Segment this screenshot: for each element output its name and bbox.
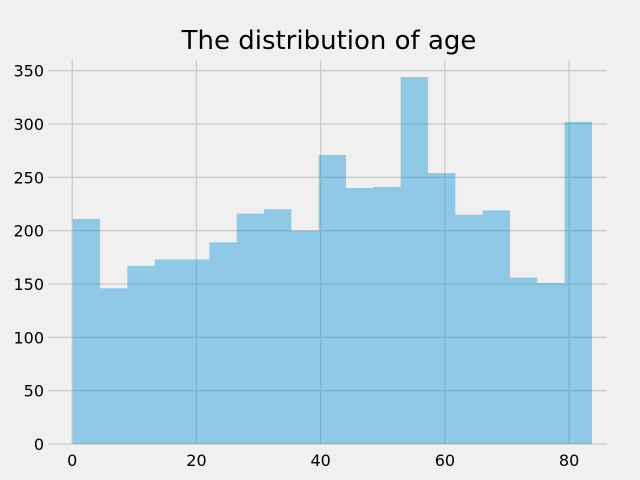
histogram-bar (373, 186, 401, 444)
x-tick-label: 20 (186, 451, 206, 470)
histogram-bar (509, 277, 538, 444)
histogram-bars (72, 77, 592, 445)
histogram-bar (564, 121, 592, 444)
y-tick-label: 150 (13, 275, 44, 294)
histogram-bar (482, 210, 510, 444)
histogram-bar (154, 259, 183, 444)
histogram-bar (264, 209, 292, 444)
grid-lines (48, 60, 607, 445)
histogram-bar (127, 265, 155, 444)
x-tick-label: 80 (559, 451, 579, 470)
y-tick-label: 100 (13, 328, 44, 347)
y-tick-label: 350 (13, 62, 44, 81)
x-tick-label: 40 (310, 451, 330, 470)
y-tick-label: 300 (13, 115, 44, 134)
y-tick-label: 50 (24, 382, 44, 401)
histogram-bar (537, 282, 565, 444)
x-axis-ticks: 0 20 40 60 80 (67, 451, 579, 470)
histogram-bar (182, 259, 210, 444)
x-tick-label: 0 (67, 451, 77, 470)
y-tick-label: 250 (13, 168, 44, 187)
histogram-bar (346, 188, 374, 444)
histogram-bar (318, 154, 347, 444)
y-tick-label: 200 (13, 222, 44, 241)
y-tick-label: 0 (34, 435, 44, 454)
histogram-bar (291, 230, 319, 444)
chart-title: The distribution of age (181, 26, 477, 56)
histogram-bar (427, 173, 456, 445)
histogram-bar (455, 214, 483, 444)
histogram-bar (100, 288, 128, 444)
histogram-bar (400, 77, 428, 445)
histogram-bar (209, 242, 237, 444)
histogram-bar (236, 213, 265, 444)
y-axis-ticks: 0 50 100 150 200 250 300 350 (13, 62, 44, 454)
x-tick-label: 60 (435, 451, 455, 470)
histogram-bar (72, 218, 101, 444)
